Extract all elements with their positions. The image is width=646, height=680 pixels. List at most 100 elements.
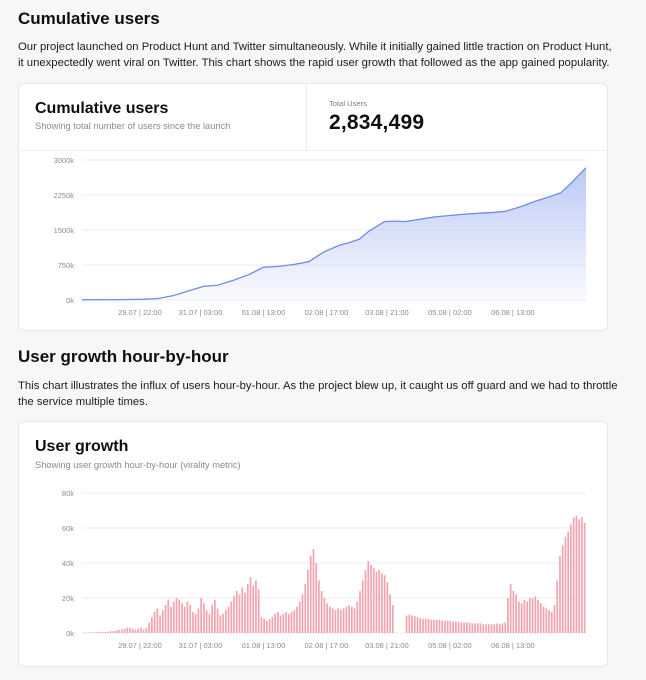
bar <box>120 629 123 633</box>
bar <box>430 619 433 634</box>
bar <box>194 613 197 633</box>
bar <box>249 577 252 633</box>
bar <box>246 584 249 633</box>
bar <box>531 598 534 633</box>
bar <box>331 608 334 633</box>
y-tick-label: 20k <box>62 594 74 603</box>
bar <box>471 623 474 634</box>
bar <box>287 613 290 633</box>
bar <box>575 515 578 633</box>
bar <box>142 629 145 633</box>
bar <box>214 599 216 633</box>
bar <box>416 617 419 633</box>
bar <box>526 601 528 633</box>
bar <box>493 624 496 633</box>
x-tick-label: 29.07 | 22:00 <box>118 641 162 650</box>
bar <box>134 629 137 633</box>
x-tick-label: 06.08 | 13:00 <box>491 641 535 650</box>
bar <box>257 589 260 633</box>
bar <box>424 619 427 633</box>
bar <box>233 596 235 633</box>
bar <box>496 623 498 634</box>
bar <box>145 627 148 633</box>
bar <box>487 624 490 633</box>
bar <box>556 580 559 633</box>
section-heading-cumulative: Cumulative users <box>18 9 160 28</box>
bar <box>307 570 309 633</box>
bar <box>178 599 181 633</box>
bar <box>260 617 263 633</box>
bar <box>438 619 441 634</box>
bar <box>446 620 449 633</box>
bar <box>304 584 307 633</box>
y-tick-label: 40k <box>62 559 74 568</box>
bar <box>381 573 383 633</box>
bar <box>137 628 139 634</box>
bar <box>109 631 112 633</box>
bar <box>444 620 446 633</box>
y-tick-label: 750k <box>58 261 75 270</box>
card-subtitle: Showing user growth hour-by-hour (virali… <box>35 460 241 470</box>
bar <box>312 549 315 633</box>
bar <box>326 603 328 633</box>
bar <box>572 517 575 633</box>
user-growth-card: User growth Showing user growth hour-by-… <box>18 421 608 667</box>
bar <box>455 621 457 634</box>
bar <box>252 585 255 633</box>
bar <box>474 623 476 634</box>
cumulative-users-chart: 0k 750k 1500k 2250k 3000k 29.07 | 22:00 31.07 … <box>54 156 587 317</box>
bar <box>189 605 192 633</box>
bar <box>507 598 509 633</box>
bar <box>367 561 370 633</box>
bar <box>509 584 512 633</box>
bar <box>263 619 265 633</box>
y-tick-label: 0k <box>66 629 74 638</box>
bar <box>216 608 219 633</box>
section-heading-growth: User growth hour-by-hour <box>18 347 229 366</box>
bar <box>479 623 482 634</box>
bar <box>112 630 115 633</box>
bar <box>353 608 356 633</box>
bar <box>255 580 257 633</box>
y-tick-label: 2250k <box>54 191 75 200</box>
bar <box>578 519 580 633</box>
section-paragraph-cumulative: Our project launched on Product Hunt and… <box>18 41 612 69</box>
bar <box>205 610 208 633</box>
bar <box>466 622 468 633</box>
bar <box>375 571 378 633</box>
bar <box>211 605 213 633</box>
bar <box>282 613 285 633</box>
x-tick-label: 02.08 | 17:00 <box>305 308 349 317</box>
bar <box>241 587 244 633</box>
x-tick-label: 31.07 | 03:00 <box>179 308 223 317</box>
bar <box>427 619 430 633</box>
bar <box>118 629 120 633</box>
bar <box>337 608 339 633</box>
bar <box>88 632 90 633</box>
bar <box>435 619 438 634</box>
y-tick-label: 60k <box>62 524 74 533</box>
bar <box>101 631 104 633</box>
bar <box>172 601 175 633</box>
bar <box>564 536 567 633</box>
bar <box>238 594 241 633</box>
bar <box>485 624 487 633</box>
card-title: Cumulative users <box>35 100 169 117</box>
bar <box>378 570 381 633</box>
bar <box>148 622 150 633</box>
bar <box>298 601 301 633</box>
bar <box>329 606 331 633</box>
x-tick-label: 29.07 | 22:00 <box>118 308 162 317</box>
bar <box>550 612 553 633</box>
x-tick-label: 05.08 | 02:00 <box>428 641 472 650</box>
bar <box>529 598 531 633</box>
x-tick-label: 01.08 | 13:00 <box>242 308 286 317</box>
bar <box>159 615 161 633</box>
bar <box>175 598 178 633</box>
bar <box>93 632 96 633</box>
bar <box>271 617 274 633</box>
bar <box>107 631 109 633</box>
bar <box>156 608 159 633</box>
bar <box>545 608 548 633</box>
bar <box>413 616 416 634</box>
